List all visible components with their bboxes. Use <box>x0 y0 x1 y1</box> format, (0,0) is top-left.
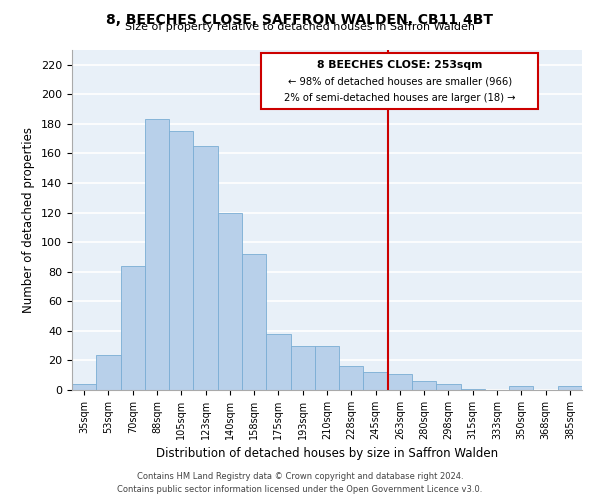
Text: 8, BEECHES CLOSE, SAFFRON WALDEN, CB11 4BT: 8, BEECHES CLOSE, SAFFRON WALDEN, CB11 4… <box>107 12 493 26</box>
Bar <box>121 266 145 390</box>
Bar <box>218 212 242 390</box>
Bar <box>509 386 533 390</box>
Bar <box>412 381 436 390</box>
Bar <box>290 346 315 390</box>
Y-axis label: Number of detached properties: Number of detached properties <box>22 127 35 313</box>
Bar <box>242 254 266 390</box>
Bar <box>364 372 388 390</box>
Bar <box>266 334 290 390</box>
Bar <box>339 366 364 390</box>
Bar <box>558 386 582 390</box>
Text: ← 98% of detached houses are smaller (966): ← 98% of detached houses are smaller (96… <box>288 76 512 86</box>
Text: Contains HM Land Registry data © Crown copyright and database right 2024.
Contai: Contains HM Land Registry data © Crown c… <box>118 472 482 494</box>
Bar <box>461 388 485 390</box>
Bar <box>169 132 193 390</box>
FancyBboxPatch shape <box>262 53 538 109</box>
Bar <box>72 384 96 390</box>
Bar <box>193 146 218 390</box>
Bar <box>145 120 169 390</box>
Bar <box>315 346 339 390</box>
Bar <box>388 374 412 390</box>
Text: 8 BEECHES CLOSE: 253sqm: 8 BEECHES CLOSE: 253sqm <box>317 60 482 70</box>
Text: 2% of semi-detached houses are larger (18) →: 2% of semi-detached houses are larger (1… <box>284 93 515 103</box>
X-axis label: Distribution of detached houses by size in Saffron Walden: Distribution of detached houses by size … <box>156 448 498 460</box>
Text: Size of property relative to detached houses in Saffron Walden: Size of property relative to detached ho… <box>125 22 475 32</box>
Bar <box>436 384 461 390</box>
Bar <box>96 354 121 390</box>
